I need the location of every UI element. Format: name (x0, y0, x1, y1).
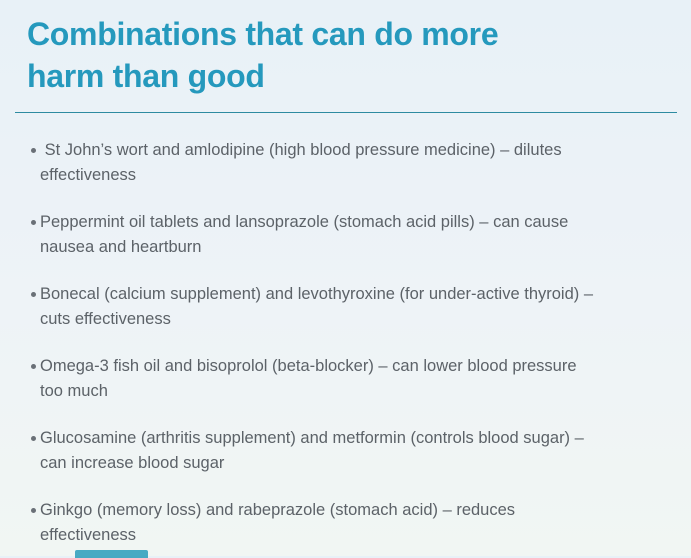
divider (15, 112, 677, 113)
page-title: Combinations that can do more harm than … (27, 16, 499, 94)
list-item-text: Peppermint oil tablets and lansoprazole … (40, 213, 569, 256)
list-item: Peppermint oil tablets and lansoprazole … (31, 210, 673, 260)
bullet-dot-icon (31, 364, 36, 369)
bullet-dot-icon (31, 220, 36, 225)
interaction-list: St John’s wort and amlodipine (high bloo… (31, 138, 673, 548)
bullet-dot-icon (31, 436, 36, 441)
list-item-text: Glucosamine (arthritis supplement) and m… (40, 429, 584, 472)
list-item: Omega-3 fish oil and bisoprolol (beta-bl… (31, 354, 673, 404)
bullet-dot-icon (31, 508, 36, 513)
list-item: St John’s wort and amlodipine (high bloo… (31, 138, 673, 188)
list-item: Glucosamine (arthritis supplement) and m… (31, 426, 673, 476)
bullet-dot-icon (31, 148, 36, 153)
list-item: Ginkgo (memory loss) and rabeprazole (st… (31, 498, 673, 548)
list-item-text: Bonecal (calcium supplement) and levothy… (40, 285, 594, 328)
list-item-text: Omega-3 fish oil and bisoprolol (beta-bl… (40, 357, 577, 400)
bullet-dot-icon (31, 292, 36, 297)
partially-visible-button[interactable] (75, 550, 148, 558)
list-item-text: St John’s wort and amlodipine (high bloo… (40, 141, 562, 184)
list-item: Bonecal (calcium supplement) and levothy… (31, 282, 673, 332)
list-item-text: Ginkgo (memory loss) and rabeprazole (st… (40, 501, 516, 544)
